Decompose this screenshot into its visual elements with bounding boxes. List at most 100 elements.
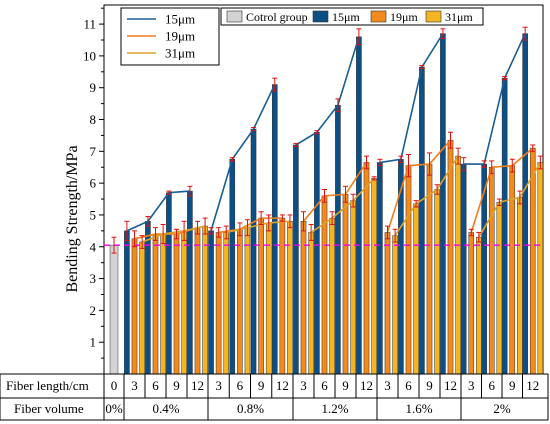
series-line [379, 33, 444, 164]
series-line [310, 177, 375, 234]
bars [109, 33, 544, 375]
table-volume-cell: 0.4% [152, 401, 179, 416]
table-length-cell: 6 [321, 378, 328, 393]
table-length-cell: 6 [489, 378, 496, 393]
legend-bar-swatch [226, 10, 243, 23]
bar-31μm-0.8%-12 [287, 221, 293, 375]
series-line [386, 139, 452, 233]
bar-15μm-1.6%-9 [419, 66, 425, 375]
table-length-cell: 12 [526, 378, 539, 393]
bar-31μm-0.8%-3 [223, 232, 230, 375]
bar-31μm-1.2%-3 [308, 232, 314, 375]
y-tick-label: 11 [83, 17, 96, 32]
table-length-cell: 9 [342, 378, 349, 393]
y-tick-label: 1 [90, 335, 97, 350]
table-volume-cell: 2% [493, 401, 511, 416]
bar-19μm-2%-3 [468, 232, 475, 375]
bar-31μm-0.4%-3 [139, 241, 145, 375]
legend-line-label: 15μm [165, 12, 195, 27]
bar-15μm-2%-3 [460, 163, 467, 375]
bar-15μm-0.4%-12 [187, 190, 193, 375]
bar-31μm-2%-12 [537, 162, 544, 375]
bar-19μm-0.8%-3 [215, 232, 222, 375]
bar-31μm-2%-6 [496, 201, 503, 375]
table-volume-cell: 0.8% [237, 401, 264, 416]
table-volume-cell: 1.2% [321, 401, 348, 416]
y-tick-label: 4 [90, 239, 97, 254]
legend-bar-swatch [425, 10, 442, 23]
legend-bar-label: 15μm [332, 10, 360, 24]
table-length-cell: 9 [173, 378, 180, 393]
table-length-cell: 9 [426, 378, 433, 393]
bar-19μm-0.8%-12 [279, 217, 286, 375]
table-length-cell: 9 [509, 378, 516, 393]
y-tick-label: 8 [90, 112, 97, 127]
bar-19μm-0.4%-3 [131, 238, 138, 375]
legend-bar-swatch [312, 10, 329, 23]
table-control-length: 0 [111, 378, 118, 393]
bar-31μm-1.6%-6 [413, 203, 419, 375]
bar-31μm-1.2%-6 [329, 217, 335, 375]
bar-31μm-2%-9 [517, 197, 523, 375]
bar-19μm-0.4%-12 [194, 227, 201, 375]
bar-15μm-0.4%-3 [124, 230, 130, 375]
bar-control [109, 244, 119, 375]
bar-31μm-2%-3 [476, 236, 482, 375]
bar-15μm-2%-12 [522, 33, 528, 375]
bar-31μm-0.4%-6 [160, 233, 166, 375]
legend-bar-label: 19μm [390, 10, 418, 24]
bar-19μm-1.2%-12 [363, 162, 370, 375]
table-length-cell: 6 [152, 378, 159, 393]
bar-31μm-0.8%-6 [244, 227, 251, 375]
series-line [295, 36, 360, 146]
bar-19μm-0.8%-9 [258, 217, 264, 375]
bar-15μm-0.4%-9 [166, 192, 172, 375]
series-line [218, 217, 283, 234]
series-lines [104, 33, 543, 246]
bar-19μm-1.6%-6 [405, 165, 412, 375]
y-tick-label: 7 [90, 144, 97, 159]
series-line [226, 220, 291, 234]
legend-line-label: 31μm [165, 46, 195, 61]
parameter-table: Fiber length/cm Fiber volume 0 0% 3 6 9 120… [0, 373, 549, 421]
bar-15μm-1.2%-9 [335, 104, 341, 375]
series-line [478, 162, 542, 238]
table-volume-cell: 1.6% [405, 401, 432, 416]
table-row-label-volume: Fiber volume [14, 401, 84, 416]
y-tick-label: 6 [90, 176, 97, 191]
table-length-cell: 3 [131, 378, 138, 393]
bar-31μm-0.4%-12 [202, 225, 208, 375]
series-line [302, 162, 368, 222]
y-tick-label: 9 [90, 80, 97, 95]
bar-19μm-1.6%-3 [384, 232, 391, 375]
legend-lines: 15μm 19μm 31μm [120, 7, 220, 66]
table-length-cell: 9 [258, 378, 265, 393]
bar-15μm-1.6%-3 [377, 162, 383, 375]
legend-bar-label: 31μm [445, 10, 473, 24]
y-axis-label: Bending Strength/MPa [64, 145, 81, 292]
table-length-cell: 12 [191, 378, 204, 393]
series-line [470, 147, 534, 233]
table-control-volume: 0% [105, 401, 123, 416]
bar-15μm-2%-9 [501, 77, 508, 375]
bar-15μm-0.8%-3 [208, 230, 214, 375]
legend-bars: Cotrol group 15μm 19μm 31μm [220, 7, 484, 26]
bar-31μm-1.2%-12 [371, 178, 377, 375]
bar-19μm-0.4%-6 [152, 233, 159, 375]
bar-31μm-1.6%-9 [434, 189, 440, 375]
legend-bars-box [220, 7, 484, 26]
table-length-cell: 3 [384, 378, 391, 393]
bar-15μm-1.2%-12 [356, 36, 362, 375]
bar-31μm-0.4%-9 [181, 230, 187, 375]
y-tick-label: 10 [83, 48, 96, 63]
table-length-cell: 12 [276, 378, 289, 393]
error-bars [111, 26, 543, 254]
bar-31μm-1.2%-9 [350, 200, 356, 375]
bar-15μm-1.6%-12 [440, 33, 446, 375]
bar-19μm-2%-6 [488, 166, 495, 375]
table-length-cell: 6 [237, 378, 244, 393]
y-tick-label: 3 [90, 271, 97, 286]
legend-line-label: 19μm [165, 29, 195, 44]
bar-19μm-0.4%-9 [173, 233, 180, 375]
